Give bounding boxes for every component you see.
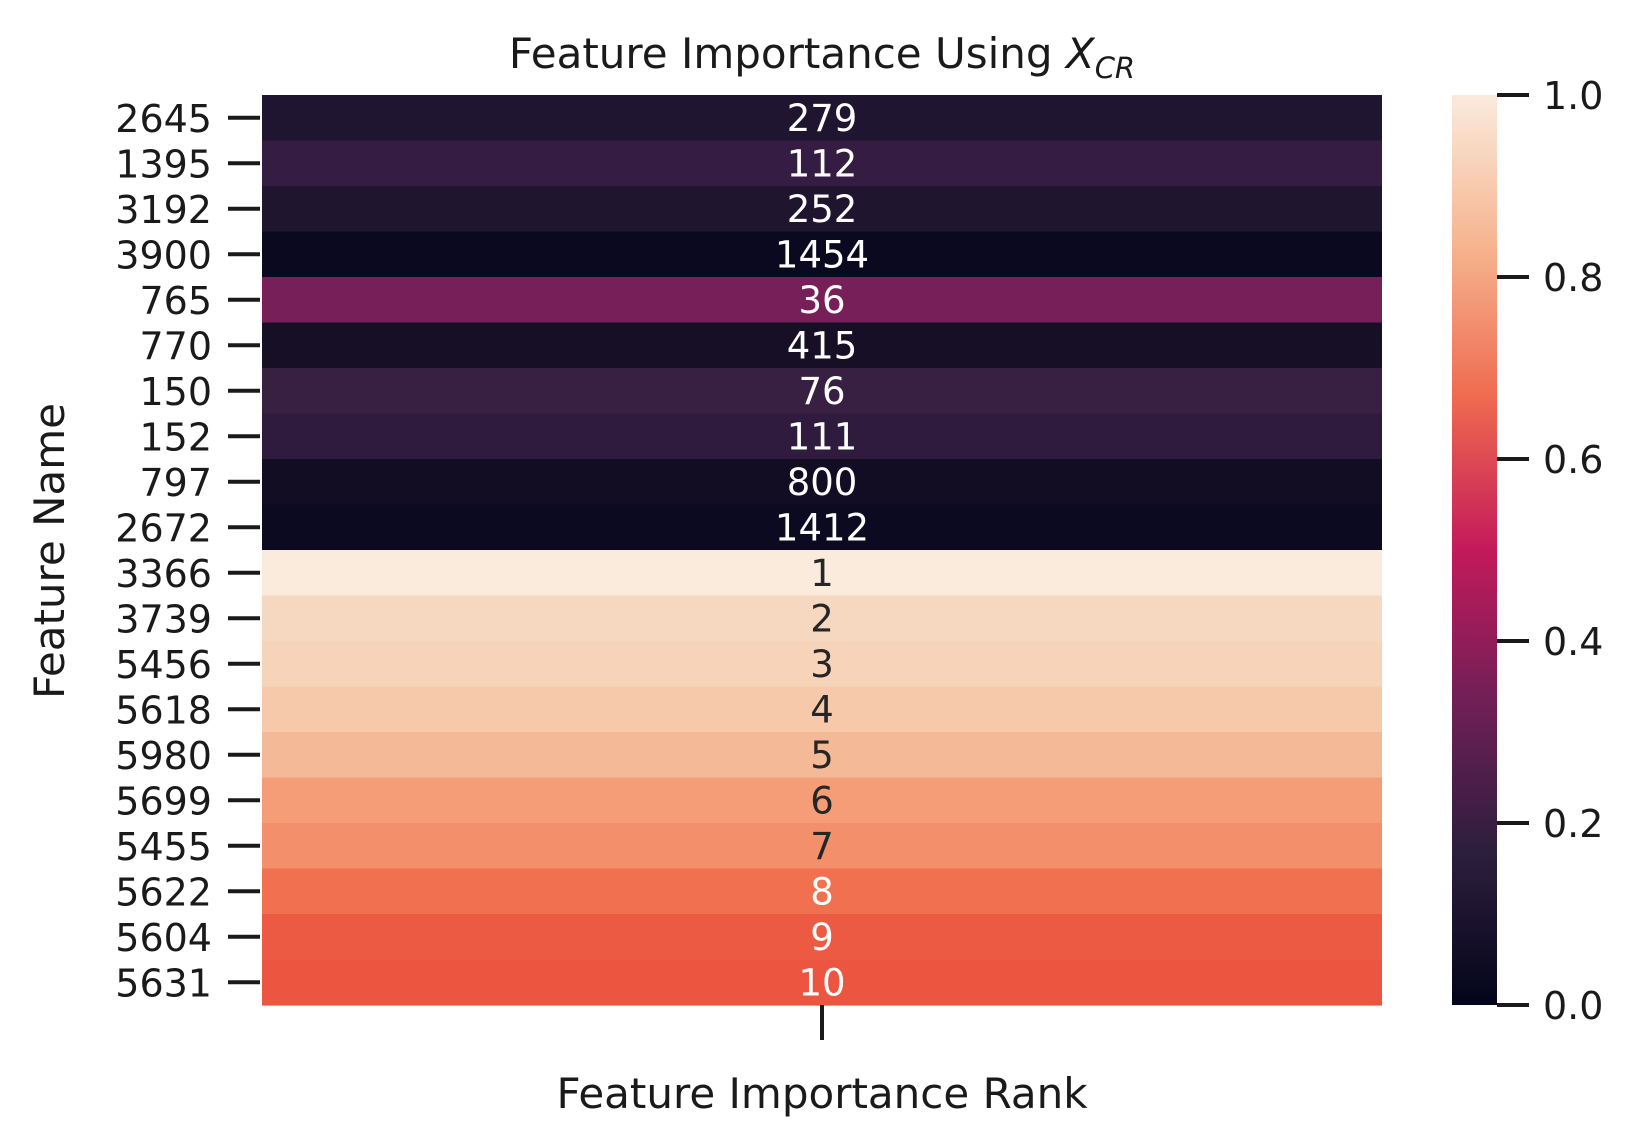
y-tick-label: 5618 — [115, 688, 212, 732]
cell-value-label: 1 — [810, 552, 834, 595]
x-axis: Feature Importance Rank — [556, 1005, 1088, 1118]
cell-value-label: 279 — [787, 97, 858, 140]
heatmap-cell — [262, 368, 1382, 415]
heatmap-cell — [262, 95, 1382, 142]
colorbar-tick-label: 0.8 — [1543, 256, 1603, 300]
chart-title: Feature Importance Using XCR — [509, 29, 1135, 85]
cell-value-label: 2 — [810, 597, 834, 640]
cell-value-label: 800 — [787, 461, 858, 504]
heatmap-cell — [262, 823, 1382, 870]
y-tick-label: 1395 — [115, 142, 212, 186]
heatmap-cell — [262, 504, 1382, 551]
heatmap-cell — [262, 459, 1382, 506]
y-tick-label: 770 — [139, 324, 212, 368]
heatmap-cell — [262, 231, 1382, 278]
y-tick-label: 3192 — [115, 188, 212, 232]
cell-value-label: 5 — [810, 734, 834, 777]
heatmap-cell — [262, 277, 1382, 324]
cell-value-label: 4 — [810, 688, 834, 731]
y-tick-label: 5604 — [115, 916, 212, 960]
y-tick-label: 5980 — [115, 734, 212, 778]
chart-title-text: Feature Importance Using — [509, 29, 1066, 78]
y-tick-label: 5455 — [115, 825, 212, 869]
y-tick-label: 152 — [139, 415, 212, 459]
y-tick-label: 5699 — [115, 779, 212, 823]
heatmap-cell — [262, 140, 1382, 187]
heatmap-cell — [262, 686, 1382, 733]
heatmap-cell — [262, 186, 1382, 233]
cell-value-label: 1412 — [775, 506, 869, 549]
cell-value-label: 7 — [810, 825, 834, 868]
y-tick-label: 5631 — [115, 961, 212, 1005]
cell-value-label: 252 — [787, 188, 858, 231]
cell-value-label: 1454 — [775, 233, 869, 276]
cell-value-label: 415 — [787, 324, 858, 367]
y-tick-label: 765 — [139, 279, 212, 323]
heatmap-cell — [262, 914, 1382, 961]
cell-value-label: 111 — [787, 415, 858, 458]
chart-title-math-base: X — [1064, 29, 1096, 78]
colorbar-tick-label: 0.6 — [1543, 438, 1603, 482]
cell-value-label: 6 — [810, 779, 834, 822]
y-tick-label: 5456 — [115, 643, 212, 687]
heatmap-cell — [262, 732, 1382, 779]
y-tick-label: 797 — [139, 461, 212, 505]
heatmap-cell — [262, 322, 1382, 369]
heatmap-cell — [262, 595, 1382, 642]
colorbar-tick-label: 1.0 — [1543, 74, 1603, 118]
heatmap-cell — [262, 777, 1382, 824]
colorbar-tick-label: 0.2 — [1543, 802, 1603, 846]
y-tick-label: 3900 — [115, 233, 212, 277]
chart-title-math-subscript: CR — [1095, 51, 1135, 85]
y-tick-label: 5622 — [115, 870, 212, 914]
cell-value-label: 76 — [798, 370, 845, 413]
y-tick-label: 3739 — [115, 597, 212, 641]
heatmap-cells: 2791122521454364157611180014121234567891… — [262, 95, 1382, 1006]
colorbar: 0.0 0.2 0.4 0.6 0.8 1.0 — [1452, 74, 1603, 1028]
heatmap-cell — [262, 641, 1382, 688]
cell-value-label: 9 — [810, 916, 834, 959]
heatmap-cell — [262, 959, 1382, 1006]
cell-value-label: 36 — [798, 279, 845, 322]
cell-value-label: 3 — [810, 643, 834, 686]
heatmap-cell — [262, 868, 1382, 915]
y-tick-label: 3366 — [115, 552, 212, 596]
y-tick-label: 150 — [139, 370, 212, 414]
colorbar-tick-label: 0.4 — [1543, 620, 1603, 664]
y-axis-label: Feature Name — [25, 403, 74, 699]
heatmap-cell — [262, 550, 1382, 597]
colorbar-tick-label: 0.0 — [1543, 984, 1603, 1028]
cell-value-label: 10 — [798, 961, 845, 1004]
cell-value-label: 112 — [787, 142, 858, 185]
colorbar-gradient — [1452, 95, 1497, 1005]
heatmap-cell — [262, 413, 1382, 460]
x-axis-label: Feature Importance Rank — [556, 1069, 1088, 1118]
y-tick-labels: 2645139531923900765770150152797267233663… — [115, 97, 260, 1005]
y-tick-label: 2672 — [115, 506, 212, 550]
cell-value-label: 8 — [810, 870, 834, 913]
y-tick-label: 2645 — [115, 97, 212, 141]
